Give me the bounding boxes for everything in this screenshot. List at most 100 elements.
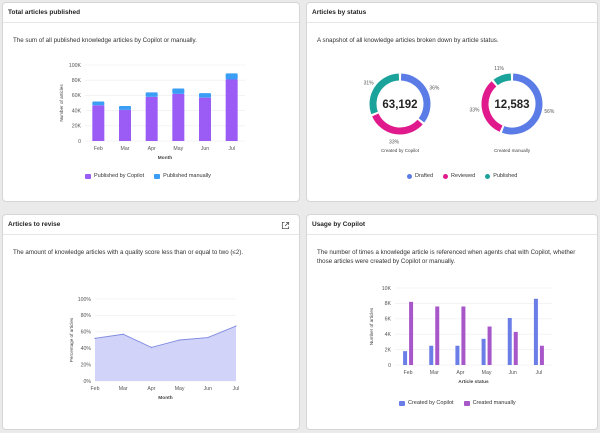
- legend-swatch: [399, 400, 405, 406]
- bar-created-manually: [435, 306, 440, 365]
- legend-item-reviewed[interactable]: Reviewed: [443, 173, 475, 179]
- x-tick-label: Feb: [91, 386, 100, 392]
- area-point: [235, 325, 237, 327]
- y-tick-label: 80K: [72, 78, 82, 84]
- y-tick-label: 20K: [72, 124, 82, 130]
- y-tick-label: 100%: [78, 297, 92, 303]
- articles-by-status-chart: 36% 33% 31% 63,192 Created by Copilot 56% 33% 1…: [364, 66, 555, 153]
- usage-by-copilot-card: Usage by Copilot The number of times a k…: [306, 214, 598, 430]
- x-tick-label: May: [482, 370, 492, 376]
- bar-created-manually: [487, 326, 492, 365]
- x-tick-label: Mar: [119, 386, 128, 392]
- articles-to-revise-card: Articles to revise The amount of knowled…: [2, 214, 300, 430]
- card-divider: [3, 234, 299, 235]
- x-axis-label: Month: [158, 155, 172, 161]
- legend-item-published-manually[interactable]: Published manually: [154, 173, 211, 179]
- bar-created-by-copilot: [429, 345, 434, 365]
- legend-item-created-by-copilot[interactable]: Created by Copilot: [399, 400, 454, 406]
- bar-created-manually: [513, 331, 518, 365]
- donut-slice-drafted: [400, 73, 431, 123]
- legend-swatch: [463, 400, 470, 406]
- y-tick-label: 60K: [72, 93, 82, 99]
- bar-published-by-copilot: [145, 96, 158, 141]
- slice-label: 33%: [469, 108, 480, 114]
- y-axis-label: Number of articles: [369, 307, 374, 345]
- bar-created-manually: [539, 345, 544, 365]
- y-tick-label: 10K: [382, 286, 392, 292]
- total-articles-card: Total articles published The sum of all …: [2, 2, 300, 202]
- card-divider: [3, 22, 299, 23]
- donut-slice-reviewed: [372, 113, 423, 135]
- donut-slice-reviewed: [481, 81, 503, 132]
- area-point: [179, 339, 181, 341]
- legend-label: Created manually: [472, 400, 516, 406]
- y-tick-label: 20%: [81, 362, 92, 368]
- donut-center-value: 12,583: [494, 99, 529, 111]
- card-title: Usage by Copilot: [312, 221, 366, 228]
- legend-label: Published manually: [163, 173, 211, 179]
- bar-published-by-copilot: [92, 105, 105, 141]
- y-tick-label: 4K: [385, 332, 392, 338]
- x-tick-label: Apr: [147, 386, 155, 392]
- card-description: The sum of all published knowledge artic…: [13, 37, 197, 44]
- bar-created-by-copilot: [481, 338, 486, 365]
- y-tick-label: 0%: [84, 379, 92, 385]
- usage-by-copilot-legend: Created by Copilot Created manually: [399, 400, 516, 406]
- total-articles-chart: 0 20K 40K 60K 80K 100K Month Number of articles…: [59, 63, 245, 161]
- x-tick-label: Jun: [204, 386, 212, 392]
- bar-published-by-copilot: [172, 93, 185, 141]
- legend-label: Published by Copilot: [94, 173, 145, 179]
- expand-icon[interactable]: [281, 221, 290, 230]
- bar-created-by-copilot: [507, 318, 512, 365]
- bar-created-by-copilot: [533, 298, 538, 365]
- legend-label: Published: [493, 173, 518, 179]
- bar-published-by-copilot: [225, 79, 238, 141]
- y-tick-label: 0: [78, 139, 81, 145]
- area-line: [94, 325, 237, 348]
- area-point: [207, 336, 209, 339]
- bar-published-manually: [119, 106, 131, 110]
- y-tick-label: 0: [388, 363, 391, 369]
- card-description: A snapshot of all knowledge articles bro…: [317, 37, 499, 44]
- x-tick-label: Feb: [94, 146, 103, 152]
- x-tick-label: Jul: [536, 370, 543, 376]
- legend-swatch: [85, 173, 91, 179]
- x-tick-label: May: [173, 146, 183, 152]
- legend-label: Drafted: [415, 173, 434, 179]
- y-tick-label: 6K: [385, 317, 392, 323]
- slice-label: 33%: [389, 139, 400, 145]
- y-tick-label: 100K: [69, 63, 82, 69]
- area-fill: [95, 326, 236, 381]
- x-tick-label: May: [175, 386, 185, 392]
- x-axis-label: Month: [158, 395, 172, 401]
- donut-caption: Created by Copilot: [381, 148, 420, 153]
- legend-item-published-by-copilot[interactable]: Published by Copilot: [85, 173, 144, 179]
- y-tick-label: 40%: [81, 346, 92, 352]
- bar-created-manually: [461, 306, 466, 365]
- articles-by-status-card: Articles by status A snapshot of all kno…: [306, 2, 598, 202]
- x-tick-label: Apr: [456, 370, 464, 376]
- donut-slice-published: [369, 73, 400, 115]
- slice-label: 31%: [364, 80, 375, 86]
- articles-by-status-legend: Drafted Reviewed Published: [407, 173, 517, 179]
- x-tick-label: Jul: [228, 146, 235, 152]
- area-point: [122, 333, 124, 335]
- card-title: Articles to revise: [8, 221, 61, 228]
- area-point: [150, 346, 152, 348]
- legend-label: Created by Copilot: [408, 400, 454, 406]
- legend-item-created-manually[interactable]: Created manually: [463, 400, 516, 406]
- donut-slice-published: [493, 73, 512, 86]
- legend-swatch: [485, 173, 491, 179]
- bar-created-manually: [409, 301, 414, 365]
- card-divider: [307, 234, 597, 235]
- x-tick-label: Jun: [509, 370, 517, 376]
- legend-item-drafted[interactable]: Drafted: [407, 173, 433, 179]
- bar-published-manually: [145, 92, 158, 97]
- y-tick-label: 40K: [72, 108, 82, 114]
- x-tick-label: Mar: [121, 146, 130, 152]
- card-description: The number of times a knowledge article …: [317, 249, 576, 265]
- donut-slice-drafted: [501, 73, 543, 135]
- slice-label: 36%: [429, 86, 440, 92]
- bar-published-manually: [199, 93, 211, 98]
- legend-item-published[interactable]: Published: [485, 173, 517, 179]
